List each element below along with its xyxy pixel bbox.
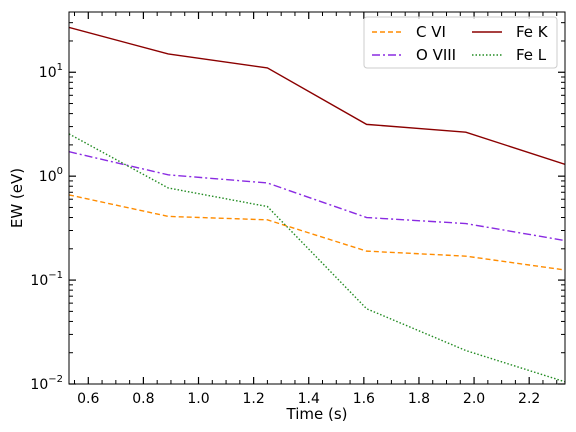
x-tick-label: 2.2 [518, 391, 540, 407]
ticks-layer: 0.6 0.8 1.0 1.2 1.4 1.6 1.8 2.0 2.2 10−2 10−1 100 10… [30, 12, 565, 407]
x-tick-label: 1.0 [187, 391, 209, 407]
legend-label: O VIII [416, 46, 456, 64]
y-axis-label: EW (eV) [8, 168, 26, 228]
legend-label: Fe K [516, 23, 549, 41]
x-tick-label: 2.0 [463, 391, 485, 407]
y-tick-label: 10−1 [30, 270, 63, 289]
legend: C VI O VIII Fe K Fe L [363, 16, 558, 69]
y-tick-label: 101 [39, 62, 63, 81]
x-tick-label: 1.8 [408, 391, 430, 407]
x-tick-label: 1.6 [353, 391, 375, 407]
x-tick-label: 1.4 [298, 391, 320, 407]
x-tick-label: 0.8 [132, 391, 154, 407]
legend-label: Fe L [516, 46, 547, 64]
series-layer [69, 26, 565, 383]
x-tick-label: 0.6 [77, 391, 99, 407]
series-line-o-viii [69, 151, 565, 242]
y-tick-label: 100 [39, 166, 63, 185]
series-line-c-vi [69, 194, 565, 271]
x-axis-label: Time (s) [286, 405, 348, 423]
series-line-fe-k [69, 26, 565, 165]
legend-label: C VI [416, 23, 446, 41]
plot-frame [68, 11, 566, 385]
legend-box [363, 16, 558, 69]
x-tick-label: 1.2 [242, 391, 264, 407]
y-tick-label: 10−2 [30, 374, 63, 393]
